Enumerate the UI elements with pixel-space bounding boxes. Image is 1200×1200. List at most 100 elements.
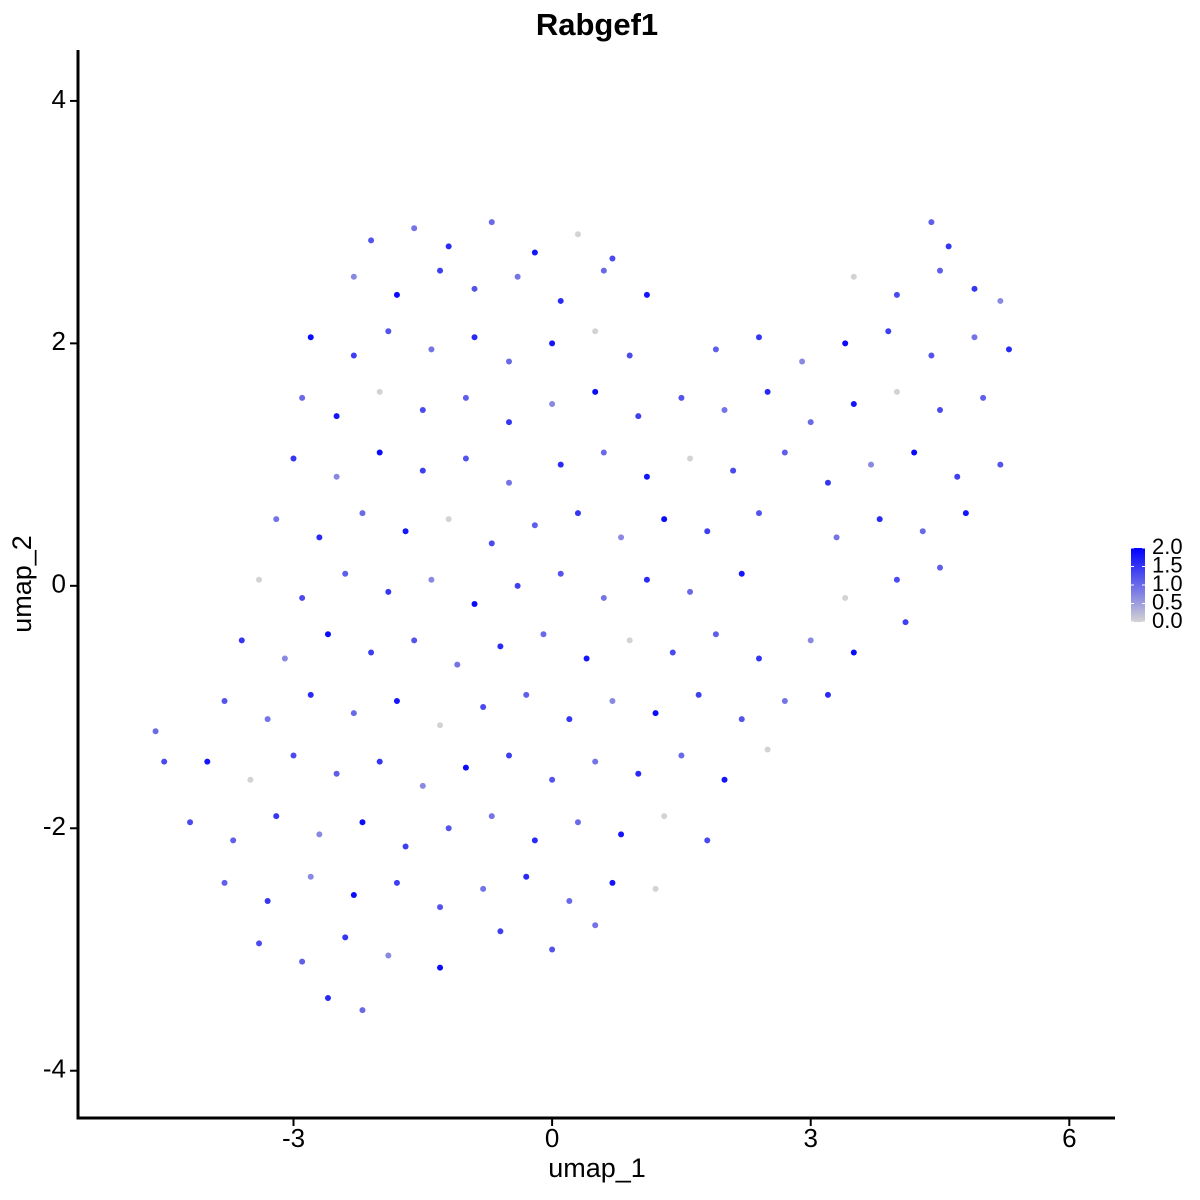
cell-point [937,267,944,274]
cell-point [238,637,245,644]
cell-point [445,825,452,832]
cell-point [919,528,926,535]
cell-point [833,534,840,541]
cell-point [669,649,676,656]
cell-point [462,394,469,401]
cell-point [609,255,616,262]
cell-point [678,752,685,759]
cell-point [807,419,814,426]
cell-point [264,716,271,723]
cell-point [799,358,806,365]
cell-point [393,697,400,704]
cell-point [730,467,737,474]
cell-point [333,413,340,420]
cell-point [618,831,625,838]
cell-point [807,637,814,644]
cell-point [256,940,263,947]
cell-point [609,697,616,704]
cell-point [721,776,728,783]
x-axis-title: umap_1 [548,1153,646,1183]
colorbar-label: 0.5 [1152,589,1183,614]
cell-point [712,631,719,638]
cell-point [273,516,280,523]
cell-point [316,534,323,541]
cell-point [281,655,288,662]
cell-point [187,819,194,826]
cell-point [471,334,478,341]
cell-point [273,813,280,820]
cell-point [290,455,297,462]
cell-point [954,473,961,480]
cell-point [695,691,702,698]
cell-point [842,594,849,601]
cell-point [609,879,616,886]
cell-point [454,661,461,668]
cell-point [506,752,513,759]
cell-point [316,831,323,838]
colorbar-label: 2.0 [1152,534,1183,559]
cell-point [350,710,357,717]
cell-point [230,837,237,844]
cell-point [307,334,314,341]
cell-point [928,219,935,226]
cell-point [1005,346,1012,353]
cell-point [290,752,297,759]
cell-point [549,400,556,407]
cell-point [781,449,788,456]
x-tick-label: -3 [282,1123,305,1153]
cell-point [506,419,513,426]
y-axis-title: umap_2 [7,535,37,633]
cell-point [592,758,599,765]
cell-point [557,297,564,304]
cell-point [419,407,426,414]
cell-point [600,267,607,274]
cell-point [393,879,400,886]
cell-point [531,837,538,844]
cell-point [307,873,314,880]
cell-point [549,946,556,953]
cell-point [885,328,892,335]
cell-point [574,231,581,238]
cell-point [687,588,694,595]
cell-point [247,776,254,783]
cell-point [333,770,340,777]
cell-point [342,570,349,577]
x-tick-label: 0 [545,1123,559,1153]
cell-point [471,601,478,608]
cell-point [480,885,487,892]
cell-point [299,594,306,601]
cell-point [635,770,642,777]
cell-point [411,225,418,232]
cell-point [549,340,556,347]
cell-point [850,273,857,280]
cell-point [204,758,211,765]
cell-point [661,813,668,820]
colorbar-label: 0.0 [1152,608,1183,633]
cell-point [566,716,573,723]
cell-point [764,746,771,753]
cell-point [893,576,900,583]
cell-point [393,291,400,298]
cell-point [221,697,228,704]
cell-point [385,952,392,959]
cell-point [842,340,849,347]
cell-point [488,540,495,547]
cell-point [643,576,650,583]
cell-point [385,588,392,595]
colorbar [1131,548,1145,622]
cell-point [402,843,409,850]
cell-point [385,328,392,335]
y-tick-label: 0 [52,569,66,599]
cell-point [324,631,331,638]
cell-point [592,328,599,335]
x-tick-label: 6 [1062,1123,1076,1153]
cell-point [402,528,409,535]
cell-point [359,819,366,826]
cell-point [661,516,668,523]
cell-point [600,594,607,601]
cell-point [868,461,875,468]
cell-point [350,273,357,280]
cell-point [488,219,495,226]
cell-point [557,570,564,577]
